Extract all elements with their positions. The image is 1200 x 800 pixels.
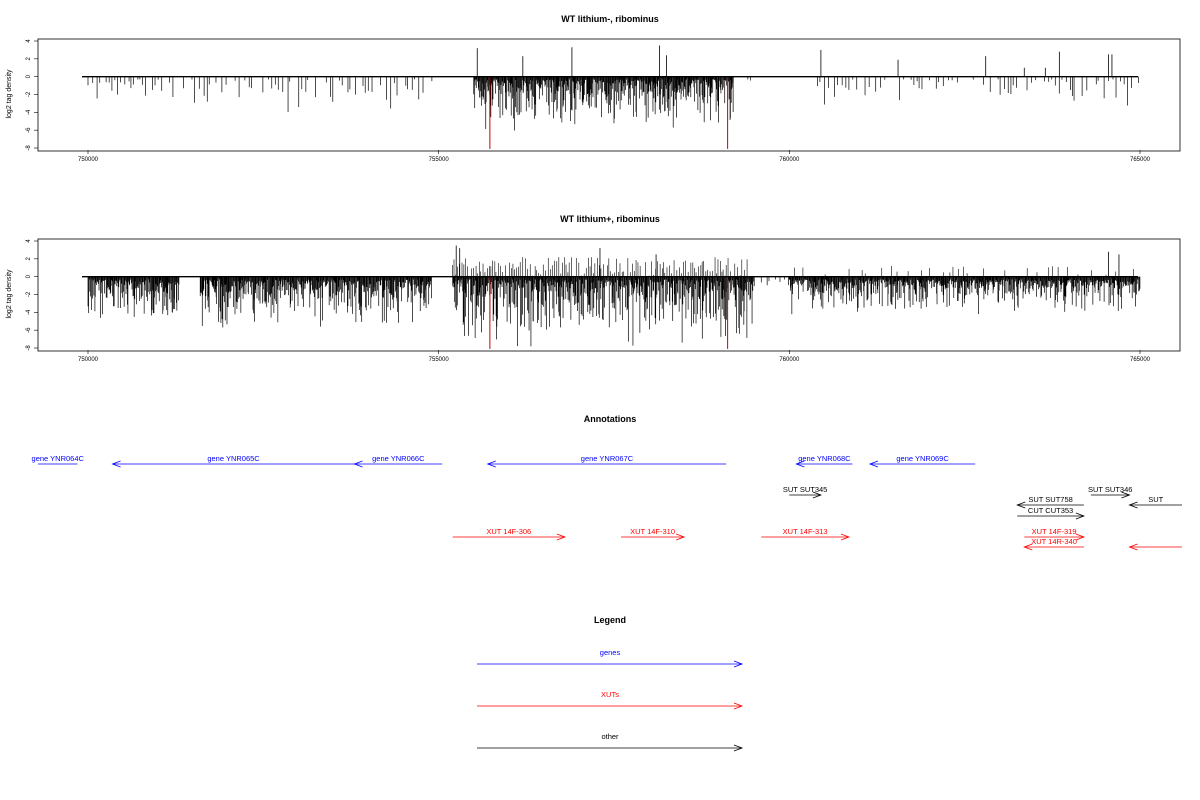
annotation-arrowhead (1016, 501, 1026, 509)
legend-title: Legend (594, 615, 626, 625)
x-axis: 750000 755000 760000 765000 (78, 150, 1151, 163)
annotation-arrowhead (556, 533, 567, 541)
y-tick-label: -6 (26, 327, 32, 333)
annotation-label: XUT 14F-319 (1032, 527, 1077, 536)
annotation-arrowhead (795, 460, 805, 468)
y-tick-label: -8 (26, 145, 32, 151)
annotations-title: Annotations (584, 414, 637, 424)
y-axis: -8 -6 -4 -2 0 2 4 (26, 239, 38, 351)
y-tick-label: 0 (26, 274, 32, 278)
y-tick-label: -2 (26, 291, 32, 297)
annotation-label: SUT SUT346 (1088, 485, 1132, 494)
legend-arrowhead (733, 660, 744, 668)
legend-label: genes (600, 648, 621, 657)
x-tick-label: 755000 (429, 157, 450, 163)
annotation-arrowhead (1075, 512, 1086, 520)
annotations-panel: Annotations gene YNR064C gene YNR065C gene… (32, 414, 1182, 551)
y-tick-label: -4 (26, 109, 32, 115)
annotation-arrowhead (1128, 543, 1138, 551)
annotation-label: gene YNR067C (581, 454, 634, 463)
x-tick-label: 765000 (1130, 157, 1151, 163)
x-tick-label: 760000 (779, 157, 800, 163)
x-axis: 750000 755000 760000 765000 (78, 350, 1151, 363)
annotation-label: gene YNR068C (798, 454, 851, 463)
y-tick-label: 0 (26, 74, 32, 78)
x-tick-label: 750000 (78, 157, 99, 163)
annotation-label: XUT 14R-340 (1031, 537, 1077, 546)
annotation-arrowhead (1023, 543, 1033, 551)
annotation-arrowhead (1075, 533, 1086, 541)
annotation-arrowhead (1128, 501, 1138, 509)
legend-items: genes XUTs other (477, 648, 744, 752)
bar-series (82, 45, 1139, 149)
annotation-label: XUT 14F-313 (783, 527, 828, 536)
legend-label: other (601, 732, 619, 741)
y-tick-label: 4 (26, 39, 32, 43)
annotation-features: gene YNR064C gene YNR065C gene YNR066C gene… (32, 454, 1182, 551)
plot-frame (37, 38, 1181, 152)
annotation-label: SUT SUT758 (1028, 495, 1072, 504)
track-panel-lithium-minus: WT lithium-, ribominus log2 tag density … (6, 14, 1181, 163)
legend: Legend genes XUTs other (477, 615, 744, 752)
annotation-label: SUT (1148, 495, 1163, 504)
y-tick-label: -2 (26, 91, 32, 97)
x-tick-label: 755000 (429, 357, 450, 363)
annotation-arrowhead (111, 460, 121, 468)
annotation-label: SUT SUT345 (783, 485, 827, 494)
legend-arrowhead (733, 702, 744, 710)
annotation-label: gene YNR066C (372, 454, 425, 463)
annotation-arrowhead (812, 491, 823, 499)
x-tick-label: 750000 (78, 357, 99, 363)
annotation-arrowhead (868, 460, 879, 468)
annotation-arrowhead (840, 533, 851, 541)
panel-title: WT lithium-, ribominus (561, 14, 659, 24)
annotation-arrowhead (1121, 491, 1131, 499)
annotation-arrowhead (675, 533, 686, 541)
panel-title: WT lithium+, ribominus (560, 214, 660, 224)
legend-label: XUTs (601, 690, 619, 699)
annotation-label: XUT 14F-310 (630, 527, 675, 536)
annotation-arrowhead (353, 460, 363, 468)
y-tick-label: 4 (26, 239, 32, 243)
x-tick-label: 760000 (779, 357, 800, 363)
y-tick-label: -8 (26, 345, 32, 351)
annotation-label: CUT CUT353 (1028, 506, 1073, 515)
legend-arrowhead (733, 744, 744, 752)
plot-frame (37, 238, 1181, 352)
annotation-label: gene YNR064C (32, 454, 85, 463)
annotation-arrowhead (486, 460, 496, 468)
track-panel-lithium-plus: WT lithium+, ribominus log2 tag density … (6, 214, 1181, 363)
y-axis: -8 -6 -4 -2 0 2 4 (26, 39, 38, 151)
y-tick-label: -4 (26, 309, 32, 315)
y-tick-label: -6 (26, 127, 32, 133)
y-tick-label: 2 (26, 257, 32, 261)
annotation-label: XUT 14F-306 (486, 527, 531, 536)
annotation-label: gene YNR069C (896, 454, 949, 463)
bar-series (82, 245, 1141, 349)
annotation-label: gene YNR065C (207, 454, 260, 463)
y-axis-label: log2 tag density (6, 269, 13, 319)
y-axis-label: log2 tag density (6, 69, 13, 119)
y-tick-label: 2 (26, 57, 32, 61)
x-tick-label: 765000 (1130, 357, 1151, 363)
